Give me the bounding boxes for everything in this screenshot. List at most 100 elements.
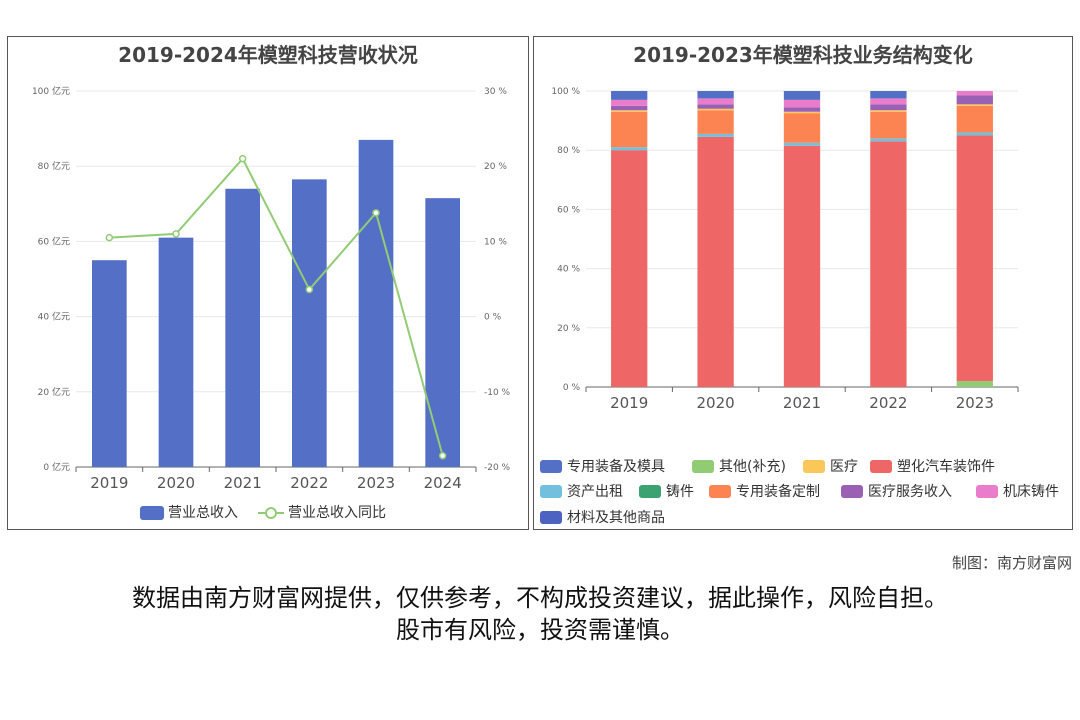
stacked-segment [956,135,993,382]
x-tick-label: 2020 [697,394,735,412]
x-tick-label: 2019 [610,394,648,412]
stacked-segment [870,111,907,139]
chart-credit: 制图：南方财富网 [951,554,1072,572]
x-tick-label: 2022 [869,394,907,412]
stacked-segment [870,110,907,112]
y-tick-label: 60 % [557,205,580,215]
x-tick-label: 2020 [157,474,195,492]
structure-chart: 0 % 20 % 40 % 60 % 80 % 100 % 2019 2020 2021 2022… [540,87,1059,526]
stacked-segment [783,145,821,387]
stacked-segment [697,110,734,134]
legend-swatch [870,460,892,473]
stacked-segment [611,105,648,111]
revenue-bar [92,260,127,467]
stacked-segment [870,104,907,111]
y-left-tick-label: 20 亿元 [38,386,70,398]
y-tick-label: 100 % [551,87,580,97]
stacked-segment [783,107,821,112]
structure-chart-panel: 2019-2023年模塑科技业务结构变化 0 % 20 % 40 % 60 % 80 %… [533,36,1073,530]
x-tick-label: 2023 [956,394,994,412]
stacked-segment [611,99,648,106]
legend-label: 塑化汽车装饰件 [897,458,995,475]
stacked-segment [611,111,648,148]
yoy-point [238,154,247,163]
x-tick-label: 2022 [290,474,328,492]
x-tick-label: 2023 [357,474,395,492]
stacked-segment [870,141,907,387]
stacked-segment [697,91,734,99]
legend-label: 医疗服务收入 [868,484,952,500]
stacked-segment [697,133,734,137]
stacked-segment [956,132,993,136]
x-tick-label: 2021 [783,394,821,412]
revenue-bar [225,188,260,467]
x-tick-label: 2024 [424,474,462,492]
y-right-tick-label: -10 % [484,388,511,398]
y-left-tick-label: 0 亿元 [43,461,70,473]
stacked-segment [783,111,821,114]
legend-swatch [540,485,562,498]
y-right-tick-label: 30 % [484,87,507,97]
yoy-point [438,451,447,460]
revenue-chart-title: 2019-2024年模塑科技营收状况 [118,43,418,67]
revenue-bar [292,179,327,468]
stacked-segment [956,104,993,106]
stacked-segment [870,138,907,142]
legend-label-yoy: 营业总收入同比 [288,505,386,521]
y-left-tick-label: 60 亿元 [38,235,70,247]
legend-label: 专用装备定制 [736,483,820,500]
y-left-tick-label: 40 亿元 [38,311,70,323]
y-tick-label: 0 % [563,383,581,393]
legend-swatch [803,460,825,473]
legend-swatch [540,460,562,473]
stacked-segment [697,108,734,111]
stacked-segment [956,91,993,96]
stacked-segment [697,136,734,387]
y-right-tick-label: 20 % [484,162,507,172]
stacked-segment [697,104,734,109]
yoy-line [109,156,444,456]
y-tick-label: 80 % [557,146,580,156]
y-tick-label: 20 % [557,324,580,334]
stacked-segment [611,147,648,151]
structure-chart-title: 2019-2023年模塑科技业务结构变化 [633,43,973,67]
y-tick-label: 40 % [557,265,580,275]
yoy-point [305,285,314,294]
stacked-segment [956,381,993,387]
legend-swatch [540,511,562,524]
legend-swatch [976,485,998,498]
y-right-tick-label: 0 % [484,313,502,323]
yoy-point [105,233,114,242]
legend-label: 医疗 [830,459,858,475]
revenue-chart: 0 亿元 20 亿元 40 亿元 60 亿元 80 亿元 100 亿元 -20 % -10 %… [32,85,511,521]
legend-label: 铸件 [666,484,694,500]
yoy-point [372,209,380,217]
stacked-segment [783,142,821,146]
stacked-segment [783,113,821,143]
legend-swatch [639,485,661,498]
legend-label: 其他(补充) [719,459,786,475]
revenue-bar [358,139,394,467]
disclaimer-line-2: 股市有风险，投资需谨慎。 [396,616,684,644]
stacked-segment [611,110,648,112]
disclaimer-line-1: 数据由南方财富网提供，仅供参考，不构成投资建议，据此操作，风险自担。 [132,584,948,612]
legend-label: 材料及其他商品 [567,510,665,526]
stacked-segment [611,91,648,100]
legend-label: 机床铸件 [1003,484,1059,500]
stacked-segment [870,98,907,105]
stacked-segment [956,95,993,105]
legend-marker-yoy [265,507,277,519]
stacked-segment [870,91,907,99]
y-left-tick-label: 80 亿元 [38,160,70,172]
stacked-segment [783,99,821,108]
y-left-tick-label: 100 亿元 [32,85,70,97]
revenue-bar [425,198,460,467]
legend-label: 专用装备及模具 [567,458,665,475]
revenue-bar [158,237,194,467]
legend-swatch-revenue [140,506,164,520]
stacked-segment [611,150,648,387]
x-tick-label: 2019 [90,474,128,492]
stacked-segment [783,91,821,100]
stacked-segment [697,98,734,105]
y-right-tick-label: 10 % [484,237,507,247]
